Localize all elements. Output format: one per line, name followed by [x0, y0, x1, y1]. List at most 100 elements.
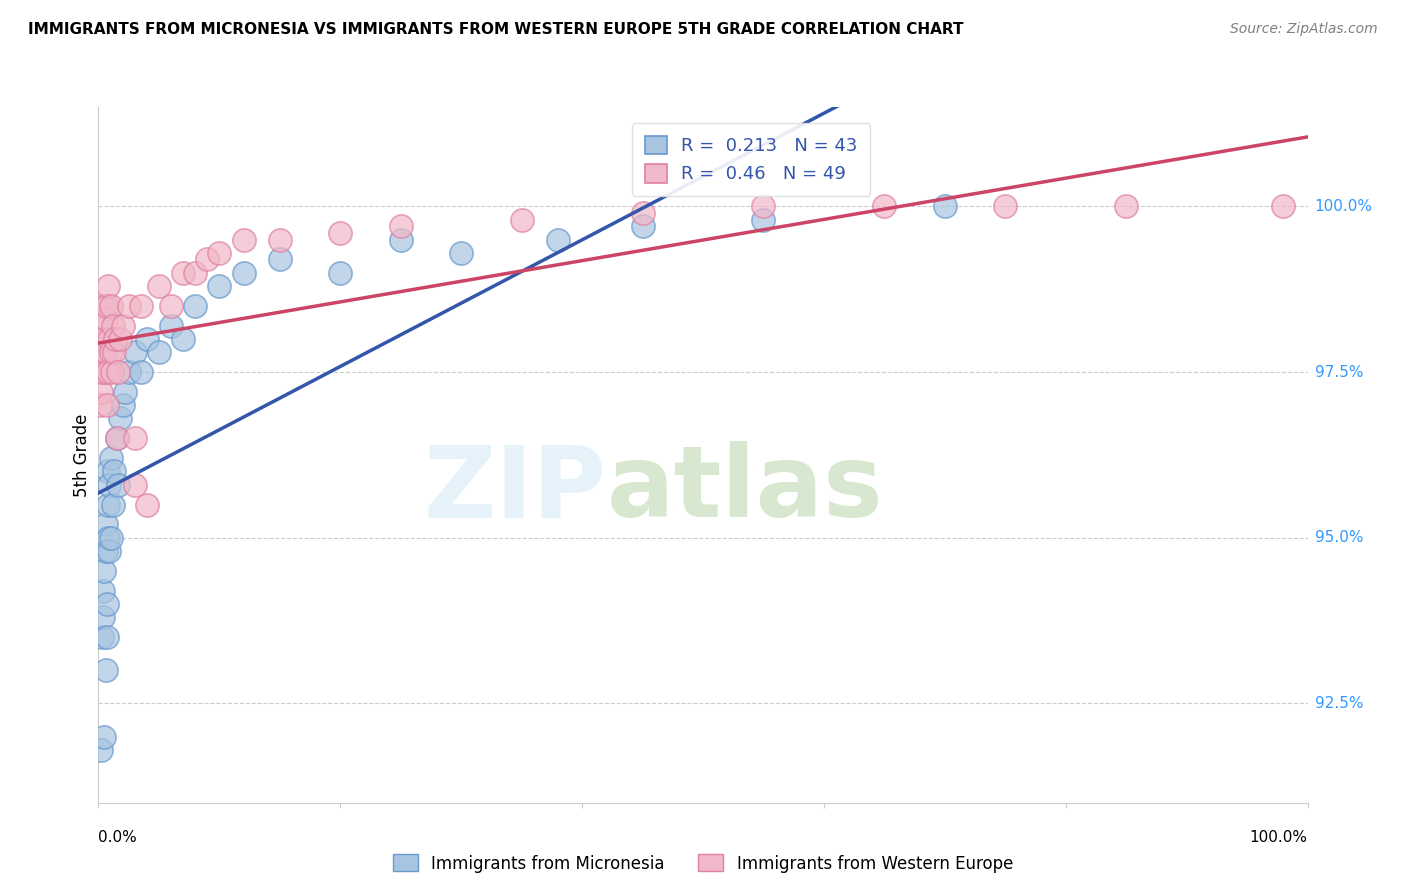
Point	[97, 465, 120, 479]
Point	[547, 233, 569, 247]
Point	[934, 199, 956, 213]
Y-axis label: 5th Grade: 5th Grade	[73, 413, 91, 497]
Point	[89, 398, 111, 412]
Point	[91, 365, 114, 379]
Point	[124, 477, 146, 491]
Point	[100, 299, 122, 313]
Point	[124, 345, 146, 359]
Point	[103, 345, 125, 359]
Point	[160, 299, 183, 313]
Point	[94, 345, 117, 359]
Point	[195, 252, 218, 267]
Point	[873, 199, 896, 213]
Point	[91, 610, 114, 624]
Text: 0.0%: 0.0%	[98, 830, 138, 845]
Point	[389, 219, 412, 234]
Point	[184, 299, 207, 313]
Point	[184, 266, 207, 280]
Point	[96, 630, 118, 644]
Text: 100.0%: 100.0%	[1315, 199, 1372, 214]
Text: 95.0%: 95.0%	[1315, 530, 1362, 545]
Point	[104, 332, 127, 346]
Point	[100, 365, 122, 379]
Point	[232, 233, 254, 247]
Point	[105, 431, 128, 445]
Point	[232, 266, 254, 280]
Point	[101, 318, 124, 333]
Point	[93, 299, 115, 313]
Point	[208, 279, 231, 293]
Point	[389, 233, 412, 247]
Point	[93, 564, 115, 578]
Point	[94, 312, 117, 326]
Point	[98, 332, 121, 346]
Point	[148, 279, 170, 293]
Point	[631, 206, 654, 220]
Point	[269, 233, 291, 247]
Point	[329, 266, 352, 280]
Text: 92.5%: 92.5%	[1315, 696, 1362, 711]
Point	[98, 477, 121, 491]
Point	[96, 299, 118, 313]
Point	[114, 384, 136, 399]
Point	[91, 345, 114, 359]
Point	[93, 730, 115, 744]
Point	[172, 266, 194, 280]
Point	[107, 477, 129, 491]
Point	[450, 245, 472, 260]
Point	[118, 365, 141, 379]
Point	[97, 498, 120, 512]
Point	[93, 332, 115, 346]
Text: 100.0%: 100.0%	[1250, 830, 1308, 845]
Point	[91, 318, 114, 333]
Point	[105, 431, 128, 445]
Legend: Immigrants from Micronesia, Immigrants from Western Europe: Immigrants from Micronesia, Immigrants f…	[387, 847, 1019, 880]
Point	[100, 345, 122, 359]
Legend: R =  0.213   N = 43, R =  0.46   N = 49: R = 0.213 N = 43, R = 0.46 N = 49	[633, 123, 870, 196]
Point	[97, 279, 120, 293]
Point	[108, 332, 131, 346]
Point	[124, 431, 146, 445]
Point	[96, 398, 118, 412]
Point	[103, 465, 125, 479]
Point	[510, 212, 533, 227]
Point	[90, 345, 112, 359]
Text: Source: ZipAtlas.com: Source: ZipAtlas.com	[1230, 22, 1378, 37]
Point	[90, 743, 112, 757]
Point	[752, 212, 775, 227]
Text: IMMIGRANTS FROM MICRONESIA VS IMMIGRANTS FROM WESTERN EUROPE 5TH GRADE CORRELATI: IMMIGRANTS FROM MICRONESIA VS IMMIGRANTS…	[28, 22, 963, 37]
Point	[94, 544, 117, 558]
Point	[269, 252, 291, 267]
Point	[96, 597, 118, 611]
Text: ZIP: ZIP	[423, 442, 606, 538]
Point	[94, 517, 117, 532]
Point	[172, 332, 194, 346]
Point	[118, 299, 141, 313]
Point	[90, 384, 112, 399]
Point	[98, 544, 121, 558]
Point	[148, 345, 170, 359]
Point	[1115, 199, 1137, 213]
Point	[129, 365, 152, 379]
Point	[91, 332, 114, 346]
Point	[208, 245, 231, 260]
Text: 97.5%: 97.5%	[1315, 365, 1362, 380]
Point	[91, 630, 114, 644]
Point	[631, 219, 654, 234]
Point	[97, 365, 120, 379]
Point	[100, 451, 122, 466]
Point	[135, 332, 157, 346]
Point	[111, 398, 134, 412]
Point	[97, 531, 120, 545]
Point	[107, 365, 129, 379]
Point	[752, 199, 775, 213]
Point	[93, 365, 115, 379]
Point	[129, 299, 152, 313]
Point	[91, 583, 114, 598]
Point	[994, 199, 1017, 213]
Point	[108, 411, 131, 425]
Text: atlas: atlas	[606, 442, 883, 538]
Point	[101, 498, 124, 512]
Point	[329, 226, 352, 240]
Point	[111, 318, 134, 333]
